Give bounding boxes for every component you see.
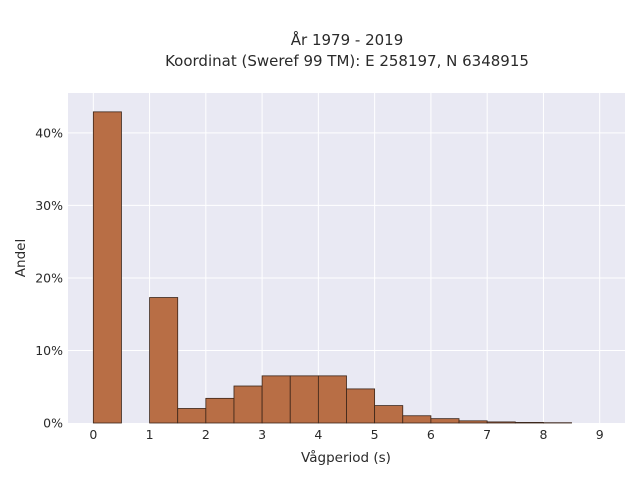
x-tick-label: 0 <box>89 427 97 442</box>
y-tick-label: 40% <box>35 125 63 140</box>
x-tick-labels: 0 1 2 3 4 5 6 7 8 9 <box>89 427 603 442</box>
histogram-bar <box>374 405 404 424</box>
histogram-bar <box>177 408 207 424</box>
x-tick-label: 3 <box>258 427 266 442</box>
histogram-bar <box>402 415 432 424</box>
x-tick-label: 8 <box>539 427 547 442</box>
x-tick-label: 2 <box>202 427 210 442</box>
y-tick-labels: 0% 10% 20% 30% 40% <box>35 125 63 430</box>
x-tick-label: 9 <box>596 427 604 442</box>
y-tick-label: 0% <box>43 416 63 431</box>
histogram-bar <box>430 418 460 424</box>
histogram-bar <box>458 420 488 424</box>
y-tick-label: 20% <box>35 270 63 285</box>
x-axis-label: Vågperiod (s) <box>301 449 391 466</box>
histogram-bar <box>92 111 122 424</box>
histogram-bar <box>514 422 544 424</box>
histogram-bar <box>149 297 179 424</box>
histogram-bar <box>233 385 263 424</box>
histogram-bar <box>289 375 319 424</box>
x-gridlines <box>92 93 601 423</box>
y-axis-label: Andel <box>13 239 29 277</box>
x-tick-label: 6 <box>427 427 435 442</box>
chart-title-line-1: År 1979 - 2019 <box>291 30 404 49</box>
histogram-bar <box>205 397 235 424</box>
chart-title-line-2: Koordinat (Sweref 99 TM): E 258197, N 63… <box>165 52 529 70</box>
histogram-bar <box>346 388 376 424</box>
histogram-bar <box>486 421 516 424</box>
y-tick-label: 10% <box>35 343 63 358</box>
histogram-bar <box>317 375 347 424</box>
y-tick-label: 30% <box>35 198 63 213</box>
histogram-bar <box>261 375 291 424</box>
x-tick-label: 5 <box>371 427 379 442</box>
x-tick-label: 7 <box>483 427 491 442</box>
x-tick-label: 1 <box>146 427 154 442</box>
histogram-bars <box>92 111 572 424</box>
x-tick-label: 4 <box>314 427 322 442</box>
